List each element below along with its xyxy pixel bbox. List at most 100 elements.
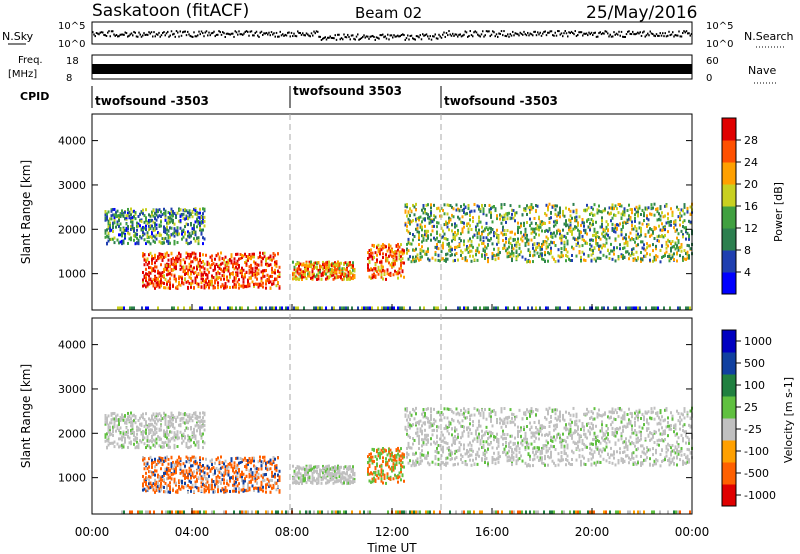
velocity-cell [199,468,201,472]
power-cell [130,238,132,242]
power-cell [427,250,429,254]
power-cell [203,209,206,213]
power-cell [112,221,114,225]
power-cell [601,225,603,229]
velocity-cell [233,489,236,493]
velocity-cell [157,419,159,423]
velocity-cell [124,421,126,425]
power-cell [188,275,191,279]
power-cell [154,286,156,290]
power-cell [404,203,407,207]
power-cell [599,210,602,214]
power-cell [685,257,687,261]
noise-point [273,32,275,35]
velocity-cell [104,435,107,439]
power-cell [113,216,116,220]
power-cell [593,229,596,233]
noise-point [443,31,445,34]
velocity-cell [224,489,227,493]
power-cell [175,286,177,290]
velocity-cell [256,481,258,485]
noise-point [144,33,146,36]
velocity-cell [125,430,128,434]
power-cell [572,227,575,231]
power-cell [463,225,465,229]
power-cell [610,211,612,215]
power-cell [574,225,576,229]
noise-point [267,33,269,36]
power-cell [532,260,534,264]
power-cell [104,229,107,233]
power-cell [155,284,158,288]
power-cell [484,256,486,260]
velocity-cell [206,477,209,481]
velocity-cell [182,434,185,438]
velocity-cell [143,424,146,428]
power-cell [337,267,339,271]
power-cell [193,229,195,233]
power-cell [616,226,618,230]
power-cell [338,264,341,268]
velocity-cell [200,425,203,429]
velocity-cell [182,420,185,424]
power-cell [547,306,549,311]
power-cell [212,286,215,290]
power-cell [413,260,416,264]
velocity-cell [223,474,225,478]
velocity-cell [155,414,158,418]
power-cell [631,248,633,252]
power-cell [502,239,504,243]
noise-point [520,32,523,35]
power-cell [611,222,614,226]
power-cell [491,228,494,232]
power-cell [658,212,660,216]
power-cell [160,210,162,214]
power-cell [215,278,218,282]
power-cell [194,256,197,260]
power-cell [539,246,542,250]
power-cell [443,236,446,240]
power-cell [401,257,404,261]
power-cell [260,279,263,283]
velocity-cell [200,476,203,480]
power-cell [579,306,581,311]
power-cell [434,238,437,242]
velocity-cell [151,428,153,432]
power-cell [149,235,152,239]
velocity-cell [265,463,267,467]
power-cell [190,254,192,258]
velocity-cell [217,474,219,478]
velocity-cell [179,467,182,471]
power-cell [155,259,158,263]
power-cell [577,221,579,225]
power-cell [278,272,281,276]
power-cell [223,286,225,290]
velocity-cell [191,419,194,423]
power-cell [218,275,221,279]
power-cell [635,258,638,262]
noise-point [503,30,505,33]
power-cell [508,254,510,258]
station-title: Saskatoon (fitACF) [92,1,249,21]
velocity-cell [149,418,152,422]
noise-point [402,33,404,36]
noise-point [120,33,123,36]
power-cell [425,238,428,242]
noise-point [439,35,441,38]
velocity-cell [179,487,182,491]
power-cell [467,250,470,254]
power-cell [122,211,125,215]
power-cell [484,203,486,207]
power-cell [154,235,156,239]
power-cell [382,256,384,260]
power-cell [398,250,401,254]
noise-point [103,33,105,36]
power-cell [239,284,242,288]
velocity-cell [271,462,273,466]
velocity-cell [173,462,176,466]
noise-point [599,31,601,34]
power-cell [514,219,516,223]
power-cell [610,206,612,210]
power-cell [196,265,198,269]
velocity-cell [112,427,114,431]
